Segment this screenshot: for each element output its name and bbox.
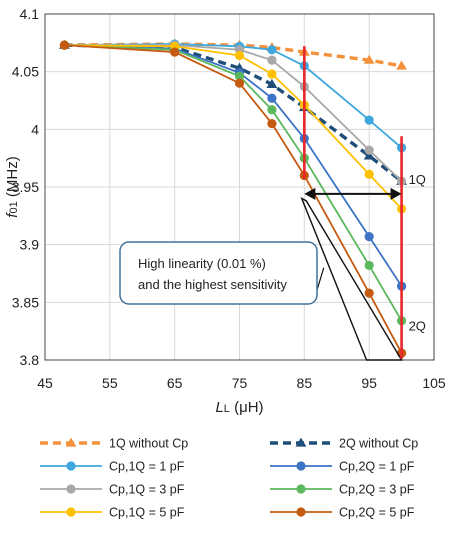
callout-pointer [316,267,325,291]
callout-line-2: and the highest sensitivity [138,277,287,292]
data-point [65,437,77,447]
series [59,40,407,358]
legend-item: 1Q without Cp [40,437,188,451]
series [59,39,408,185]
legend: 1Q without Cp 2Q without Cp Cp,1Q = 1 pF Cp… [40,437,418,520]
data-point [170,47,180,57]
x-tick-label: 85 [297,375,313,391]
y-tick-label: 3.8 [20,352,40,368]
label-2q: 2Q [409,318,426,333]
legend-label: Cp,1Q = 1 pF [109,460,185,474]
data-point [296,484,306,494]
callout-line-1: High linearity (0.01 %) [138,256,266,271]
plot-frame [44,13,435,361]
data-point [363,150,375,160]
data-point [267,118,277,129]
legend-item: Cp,2Q = 5 pF [270,506,415,520]
data-point [234,78,245,88]
y-tick-label: 3.9 [20,237,40,253]
data-point [66,484,76,494]
x-tick-label: 95 [361,375,377,391]
y-tick-label: 4.05 [12,64,39,80]
data-point [66,461,76,471]
x-tick-labels: 45 55 65 75 85 95 105 [37,375,446,391]
data-point [296,507,306,517]
data-point [267,93,277,103]
data-point [364,231,374,242]
data-point [267,45,277,55]
data-point [364,145,374,155]
data-point [396,60,408,70]
legend-label: Cp,2Q = 1 pF [339,460,415,474]
callout-box: High linearity (0.01 %) and the highest … [119,241,318,305]
data-point [364,115,374,125]
series-line [64,43,403,183]
data-point [363,54,375,64]
legend-label: Cp,2Q = 5 pF [339,506,415,520]
x-tick-label: 45 [37,375,53,391]
x-axis-label: LL (μH) [215,399,263,416]
legend-label: 2Q without Cp [339,437,418,451]
data-point [295,437,307,447]
linear-region-outline [300,197,403,361]
x-tick-label: 75 [232,375,248,391]
legend-label: Cp,1Q = 3 pF [109,483,185,497]
data-point [234,50,245,61]
annotation-layer [300,46,403,361]
data-point [267,69,277,79]
arrow-head-left [304,187,316,200]
data-point [267,105,277,115]
data-point [364,260,374,271]
legend-label: Cp,2Q = 3 pF [339,483,415,497]
x-tick-label: 55 [102,375,118,391]
x-tick-label: 65 [167,375,183,391]
y-tick-label: 3.95 [12,179,39,195]
legend-label: 1Q without Cp [109,437,188,451]
data-point [234,71,245,81]
x-tick-label: 105 [422,375,446,391]
legend-item: Cp,2Q = 3 pF [270,483,415,497]
y-axis-label: f01 (MHz) [4,156,21,217]
legend-item: 2Q without Cp [270,437,418,451]
data-point [296,461,306,471]
y-tick-label: 4 [31,121,39,137]
legend-item: Cp,1Q = 1 pF [40,460,185,474]
data-point [267,55,277,65]
y-tick-labels: 3.8 3.85 3.9 3.95 4 4.05 4.1 [12,6,39,368]
series-layer [59,38,408,358]
data-point [59,40,70,50]
legend-item: Cp,2Q = 1 pF [270,460,415,474]
data-point [66,507,76,517]
legend-item: Cp,1Q = 3 pF [40,483,185,497]
legend-item: Cp,1Q = 5 pF [40,506,185,520]
legend-label: Cp,1Q = 5 pF [109,506,185,520]
series [59,40,407,186]
arrow-head-right [390,187,402,200]
data-point [364,288,374,298]
label-1q: 1Q [409,172,426,187]
data-point [364,169,374,179]
data-point [266,78,278,89]
series-line [64,44,403,354]
y-tick-label: 4.1 [20,6,40,22]
y-tick-label: 3.85 [12,294,39,310]
